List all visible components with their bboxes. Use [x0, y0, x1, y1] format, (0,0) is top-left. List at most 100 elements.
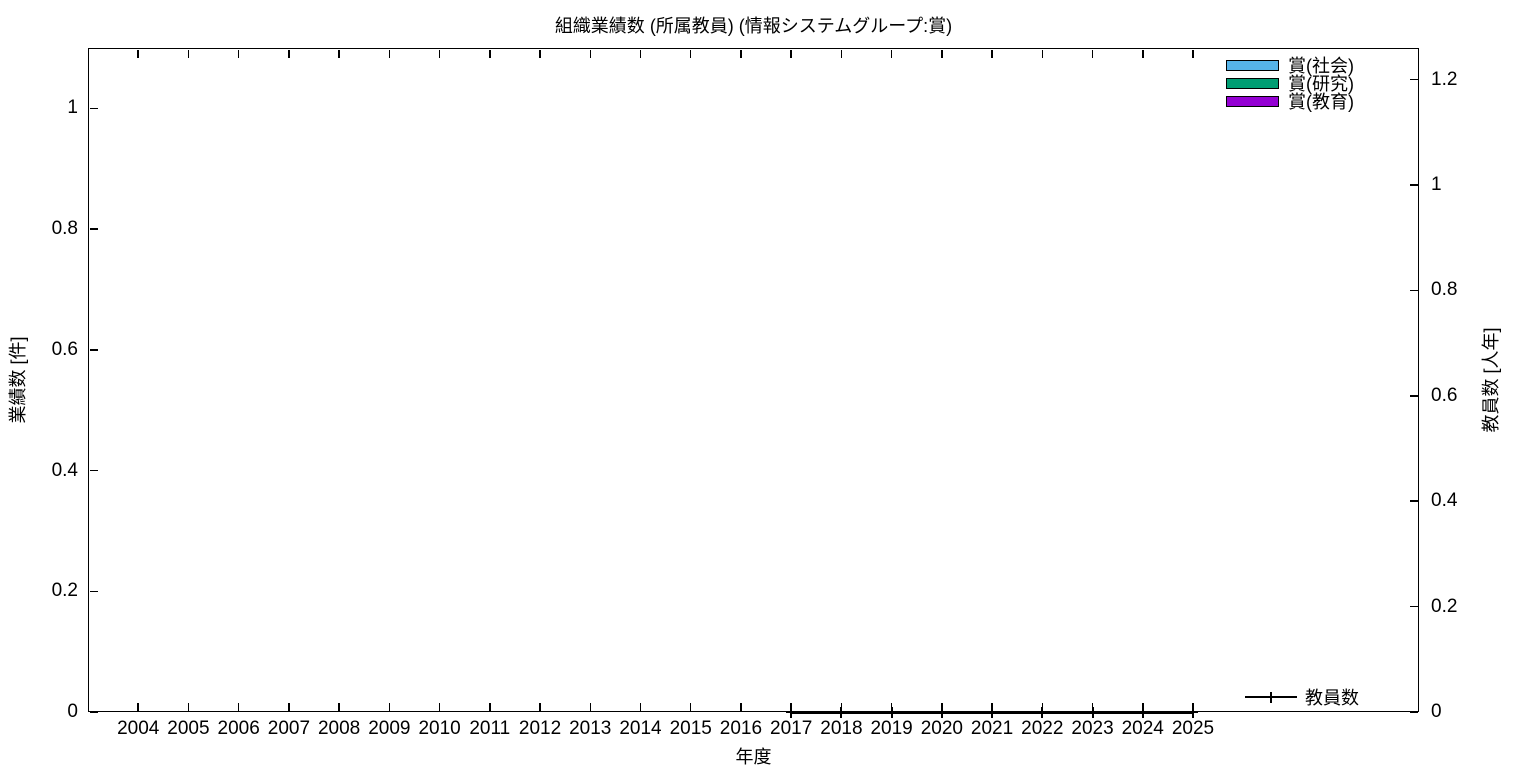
y2-axis-label: 教員数 [人年]: [1481, 327, 1501, 433]
x-tick-top: [941, 49, 943, 58]
staff-count-marker: [1087, 706, 1099, 718]
y-tick: [89, 711, 98, 713]
line-legend-label: 教員数: [1305, 688, 1359, 708]
x-tick-label: 2017: [770, 718, 813, 739]
x-axis-label: 年度: [735, 747, 772, 767]
x-tick: [338, 702, 340, 711]
line-sample: [1245, 688, 1297, 706]
legend-item-award-education: 賞(教育): [1226, 92, 1354, 112]
y-tick: [89, 590, 98, 593]
y2-tick: [1409, 500, 1418, 502]
x-tick-top: [237, 49, 240, 58]
x-tick: [438, 702, 441, 711]
y2-tick-label: 0: [1431, 701, 1442, 722]
y2-tick-label: 0.8: [1431, 279, 1458, 301]
x-tick: [689, 702, 692, 711]
x-tick-top: [288, 49, 290, 58]
x-tick-label: 2018: [820, 718, 863, 739]
legend-item-award-research: 賞(研究): [1226, 74, 1354, 94]
x-tick-label: 2012: [518, 718, 562, 739]
y2-tick: [1409, 78, 1418, 81]
x-tick-top: [1142, 49, 1144, 58]
plot-area: [88, 48, 1419, 712]
y2-tick-label: 1.2: [1431, 68, 1458, 90]
x-tick-top: [589, 49, 591, 58]
legend-swatch-award-research: [1226, 77, 1279, 89]
y2-tick: [1409, 184, 1418, 186]
legend-swatch-award-education: [1226, 95, 1279, 107]
x-tick: [137, 702, 139, 711]
y-tick-label: 1: [67, 97, 78, 119]
y-tick: [89, 469, 98, 472]
y2-tick: [1409, 395, 1418, 397]
x-tick-label: 2007: [267, 718, 311, 739]
x-tick-label: 2010: [418, 718, 461, 739]
x-tick-label: 2020: [920, 718, 963, 739]
x-tick-label: 2009: [368, 718, 411, 739]
y-tick-label: 0: [67, 701, 78, 722]
staff-count-marker: [936, 706, 948, 718]
y-tick-label: 0.6: [51, 338, 78, 360]
x-tick-label: 2005: [167, 718, 210, 739]
x-tick: [388, 702, 391, 711]
x-tick-top: [1091, 49, 1094, 58]
x-tick-top: [388, 49, 391, 58]
x-tick-label: 2016: [719, 718, 763, 739]
x-tick-top: [338, 49, 340, 58]
staff-count-marker: [1187, 706, 1199, 718]
x-tick-label: 2006: [217, 718, 260, 739]
x-tick-label: 2015: [669, 718, 712, 739]
x-tick-label: 2024: [1121, 718, 1164, 739]
x-tick-label: 2025: [1171, 718, 1215, 739]
x-tick-top: [539, 49, 541, 58]
staff-count-marker: [986, 706, 998, 718]
x-tick-top: [438, 49, 441, 58]
x-tick: [187, 702, 190, 711]
staff-count-marker: [1036, 706, 1048, 718]
y2-tick: [1409, 289, 1418, 292]
staff-count-marker: [886, 706, 898, 718]
staff-count-marker: [1137, 706, 1149, 718]
x-tick-top: [187, 49, 190, 58]
y-tick-label: 0.2: [51, 580, 78, 602]
x-tick-top: [489, 49, 491, 58]
x-tick-top: [639, 49, 642, 58]
legend-label-award-society: 賞(社会): [1288, 56, 1354, 76]
y2-tick-label: 0.2: [1431, 595, 1458, 617]
x-tick-label: 2013: [569, 718, 612, 739]
y2-tick-label: 0.4: [1431, 490, 1458, 512]
legend-label-award-education: 賞(教育): [1288, 92, 1354, 112]
y2-tick: [1409, 711, 1418, 713]
y2-tick-label: 1: [1431, 174, 1442, 196]
x-tick-top: [840, 49, 843, 58]
legend-label-award-research: 賞(研究): [1288, 74, 1354, 94]
x-tick: [237, 702, 240, 711]
x-tick: [589, 702, 591, 711]
x-tick: [539, 702, 541, 711]
x-tick: [639, 702, 642, 711]
staff-count-marker: [835, 706, 847, 718]
y-tick: [89, 107, 98, 110]
legend-swatch-award-society: [1226, 59, 1279, 71]
y-tick: [89, 349, 98, 351]
staff-count-marker: [785, 706, 797, 718]
plus-marker-icon: [1265, 691, 1277, 703]
x-tick-label: 2023: [1071, 718, 1114, 739]
x-tick-label: 2004: [117, 718, 160, 739]
x-tick-label: 2011: [469, 718, 511, 739]
y-tick: [89, 228, 98, 230]
x-tick-label: 2008: [317, 718, 361, 739]
x-tick-label: 2022: [1021, 718, 1064, 739]
x-tick-top: [740, 49, 742, 58]
y-tick-label: 0.8: [51, 218, 78, 240]
line-legend: 教員数: [1245, 688, 1359, 708]
x-tick-top: [991, 49, 993, 58]
x-tick-label: 2014: [619, 718, 662, 739]
x-tick-top: [790, 49, 792, 58]
legend-item-award-society: 賞(社会): [1226, 56, 1354, 76]
y2-tick: [1409, 605, 1418, 608]
y-axis-label: 業績数 [件]: [8, 336, 28, 424]
x-tick-top: [890, 49, 893, 58]
x-tick: [288, 702, 290, 711]
